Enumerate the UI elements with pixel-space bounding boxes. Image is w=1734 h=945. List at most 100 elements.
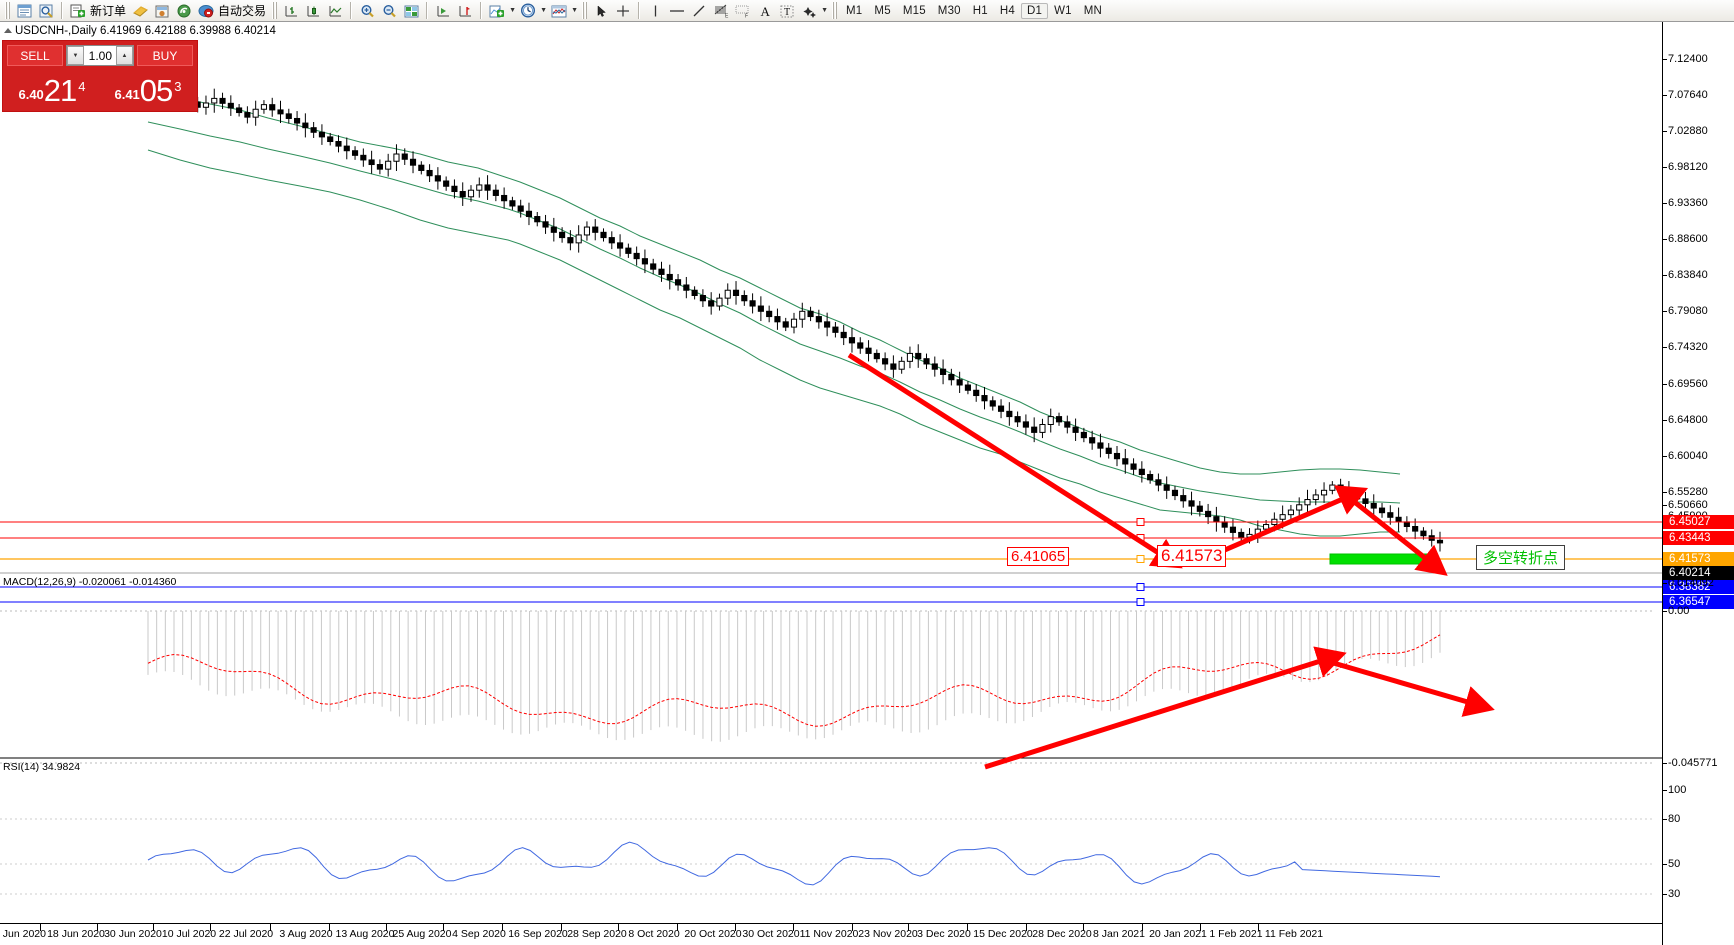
- shapes-dropdown-caret[interactable]: ▼: [821, 7, 828, 14]
- chart-canvas[interactable]: USDCNH-,Daily 6.41969 6.42188 6.39988 6.…: [0, 22, 1734, 945]
- candlestick-series: [144, 76, 1444, 552]
- price-tick: 6.83840: [1663, 269, 1708, 281]
- timeframe-m15[interactable]: M15: [902, 4, 926, 17]
- buy-price-display[interactable]: 6.41 05 3: [103, 67, 193, 109]
- grid-icon[interactable]: [400, 1, 422, 21]
- chart-plot-area[interactable]: [0, 22, 1734, 945]
- sell-button[interactable]: SELL: [7, 45, 63, 66]
- timeframe-m30[interactable]: M30: [937, 4, 961, 17]
- toolbar-grip[interactable]: [5, 2, 10, 19]
- indicators-dropdown-caret[interactable]: ▼: [509, 7, 516, 14]
- volume-value[interactable]: 1.00: [88, 48, 112, 63]
- price-axis[interactable]: 7.12400 7.07640 7.02880 6.98120 6.93360 6.886…: [1662, 22, 1734, 945]
- chart-shift-icon[interactable]: [454, 1, 476, 21]
- macd-histogram: [147, 611, 1441, 742]
- collapse-triangle-icon[interactable]: [4, 28, 12, 33]
- price-tag-645027[interactable]: 6.45027: [1663, 515, 1734, 529]
- price-line-handle: [1136, 598, 1145, 606]
- rsi-tick: 80: [1662, 813, 1681, 825]
- bar-chart-icon[interactable]: [280, 1, 302, 21]
- timeframe-w1[interactable]: W1: [1054, 4, 1072, 17]
- price-tag-643443[interactable]: 6.43443: [1663, 531, 1734, 545]
- indicators-icon[interactable]: [486, 1, 508, 21]
- downtrend-arrow-1: [847, 352, 1183, 569]
- navigator-icon[interactable]: [151, 1, 173, 21]
- templates-icon[interactable]: [548, 1, 570, 21]
- symbol-header-text: USDCNH-,Daily 6.41969 6.42188 6.39988 6.…: [15, 25, 276, 37]
- price-tick: 6.98120: [1663, 161, 1708, 173]
- templates-dropdown-caret[interactable]: ▼: [571, 7, 578, 14]
- date-separator: [40, 923, 41, 931]
- toolbar-grip-3[interactable]: [582, 2, 588, 19]
- main-toolbar: 新订单 自动交易: [0, 0, 1734, 22]
- timeframe-m5[interactable]: M5: [874, 4, 891, 17]
- date-separator: [329, 923, 330, 931]
- price-tag-640214[interactable]: 6.40214: [1663, 566, 1734, 580]
- sell-price-lead: 6.40: [18, 87, 44, 102]
- date-separator: [618, 923, 619, 931]
- price-tick: 6.60040: [1663, 450, 1708, 462]
- date-separator: [443, 923, 444, 931]
- expert-advisors-icon[interactable]: [129, 1, 151, 21]
- auto-scroll-icon[interactable]: [432, 1, 454, 21]
- timeframe-m1[interactable]: M1: [846, 4, 863, 17]
- zoom-in-icon[interactable]: [356, 1, 378, 21]
- timeframe-h1[interactable]: H1: [972, 4, 988, 17]
- trendline-icon[interactable]: [688, 1, 710, 21]
- price-line-handle: [1136, 555, 1145, 563]
- auto-trading-label[interactable]: 自动交易: [218, 4, 267, 18]
- one-click-trading-panel[interactable]: SELL ▼ 1.00 ▲ BUY 6.40 21 4 6.41 05 3: [2, 40, 198, 112]
- date-separator: [793, 923, 794, 931]
- text-box-icon[interactable]: T: [776, 1, 798, 21]
- buy-price-sup: 3: [174, 79, 182, 94]
- macd-downtrend-arrow: [1329, 659, 1495, 717]
- channel-icon[interactable]: F: [732, 1, 754, 21]
- period-dropdown-caret[interactable]: ▼: [540, 7, 547, 14]
- annotation-low-pivot[interactable]: 6.41065: [1007, 547, 1070, 566]
- date-separator: [502, 923, 503, 931]
- volume-stepper[interactable]: ▼ 1.00 ▲: [66, 45, 134, 66]
- annotation-turning-point[interactable]: 多空转折点: [1476, 545, 1566, 570]
- price-tag-638382[interactable]: 6.38382: [1663, 580, 1734, 594]
- price-tick: 7.02880: [1663, 125, 1708, 137]
- chart-svg: [0, 76, 1662, 895]
- date-tick: 20 Oct 2020: [684, 928, 742, 940]
- crosshair-icon[interactable]: [612, 1, 634, 21]
- volume-decrement-button[interactable]: ▼: [67, 46, 84, 65]
- svg-text:F: F: [745, 14, 748, 19]
- date-tick: 16 Sep 2020: [508, 928, 568, 940]
- date-separator: [153, 923, 154, 931]
- vertical-line-icon[interactable]: [644, 1, 666, 21]
- bollinger-lower-band: [147, 149, 1400, 537]
- signals-icon[interactable]: [173, 1, 195, 21]
- new-order-label[interactable]: 新订单: [90, 4, 127, 18]
- buy-button[interactable]: BUY: [137, 45, 193, 66]
- candlestick-chart-icon[interactable]: [302, 1, 324, 21]
- timeframe-h4[interactable]: H4: [999, 4, 1015, 17]
- market-watch-icon[interactable]: [13, 1, 35, 21]
- shapes-icon[interactable]: [798, 1, 820, 21]
- toolbar-grip-2[interactable]: [272, 2, 278, 19]
- macd-signal-line: [147, 634, 1441, 727]
- cursor-icon[interactable]: [590, 1, 612, 21]
- price-tag-636547[interactable]: 6.36547: [1663, 595, 1734, 609]
- text-label-icon[interactable]: A: [754, 1, 776, 21]
- price-tag-641573[interactable]: 6.41573: [1663, 552, 1734, 566]
- new-order-icon[interactable]: [67, 1, 89, 21]
- timeframe-mn[interactable]: MN: [1083, 4, 1103, 17]
- fibonacci-icon[interactable]: E: [710, 1, 732, 21]
- toolbar-grip-4[interactable]: [832, 2, 838, 19]
- horizontal-line-icon[interactable]: [666, 1, 688, 21]
- date-separator: [1026, 923, 1027, 931]
- period-icon[interactable]: [517, 1, 539, 21]
- sell-price-display[interactable]: 6.40 21 4: [7, 67, 97, 109]
- timeframe-d1[interactable]: D1: [1021, 2, 1049, 19]
- buy-price-big: 05: [139, 73, 173, 108]
- annotation-mid-pivot[interactable]: 6.41573: [1157, 545, 1227, 567]
- data-window-icon[interactable]: [35, 1, 57, 21]
- volume-increment-button[interactable]: ▲: [116, 46, 133, 65]
- line-chart-icon[interactable]: [324, 1, 346, 21]
- zoom-out-icon[interactable]: [378, 1, 400, 21]
- auto-trading-icon[interactable]: [195, 1, 217, 21]
